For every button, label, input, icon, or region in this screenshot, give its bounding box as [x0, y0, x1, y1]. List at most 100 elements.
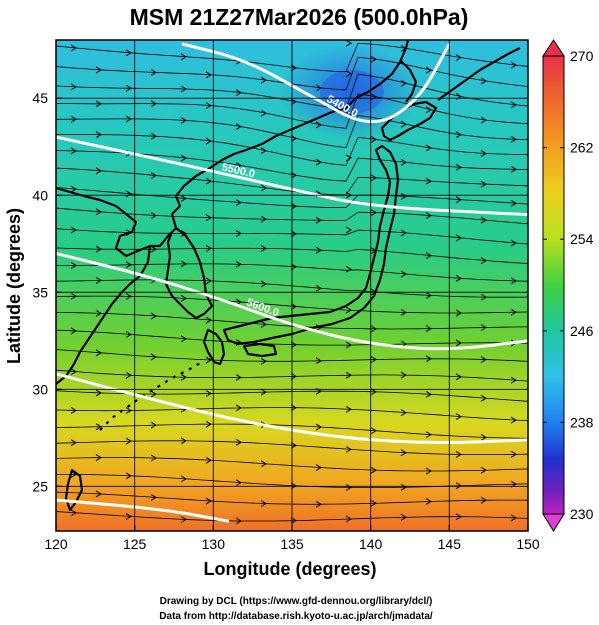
streamline-arrow — [480, 356, 487, 363]
y-axis-label: Latitude (degrees) — [4, 208, 24, 364]
streamline-arrow — [345, 154, 352, 162]
streamline-arrow — [260, 460, 267, 468]
streamline-arrow — [290, 202, 297, 210]
streamline-arrow — [290, 263, 297, 271]
streamline-arrow — [425, 498, 432, 505]
streamline-arrow — [345, 70, 352, 78]
streamline-arrow — [370, 93, 377, 101]
credit-drawing: Drawing by DCL (https://www.gfd-dennou.o… — [160, 596, 433, 607]
streamline-arrow — [95, 277, 102, 284]
streamline-arrow — [370, 209, 377, 217]
streamline-arrow — [315, 216, 322, 224]
streamline-arrow — [125, 512, 132, 520]
streamline-arrow — [205, 316, 212, 324]
streamline-arrow — [95, 66, 102, 74]
streamline-arrow — [70, 292, 77, 300]
x-tick-label: 150 — [516, 536, 540, 552]
streamline-arrow — [290, 372, 297, 380]
streamline-arrow — [315, 324, 322, 332]
coastline-honshu — [222, 144, 400, 346]
streamline-arrow — [180, 335, 187, 343]
streamline-arrow — [510, 239, 517, 247]
y-tick-label: 40 — [32, 187, 48, 203]
y-tick-label: 45 — [32, 90, 48, 106]
streamline-arrow — [345, 515, 352, 523]
colorbar-body — [542, 55, 565, 515]
streamline-arrow — [235, 438, 242, 446]
streamline-arrow — [205, 277, 212, 285]
streamline-arrow — [370, 466, 377, 474]
streamline-arrow — [180, 195, 187, 202]
streamline-arrow — [260, 357, 267, 365]
streamline-arrow — [290, 517, 297, 525]
streamline-arrow — [235, 404, 242, 412]
streamline-arrow — [150, 132, 157, 140]
streamline-arrow — [400, 270, 407, 278]
streamline-arrow — [260, 76, 267, 84]
streamline-arrow — [95, 309, 102, 317]
credit-data: Data from http://database.rish.kyoto-u.a… — [159, 611, 433, 622]
streamline-arrow — [480, 394, 487, 402]
streamline-arrow — [315, 158, 322, 166]
streamline-arrow — [480, 116, 487, 124]
streamline-arrow — [95, 454, 102, 462]
streamline-arrow — [510, 308, 517, 316]
streamline-arrow — [125, 84, 132, 92]
streamline-arrow — [290, 482, 297, 490]
streamline-arrow — [180, 437, 187, 445]
streamline-arrow — [290, 303, 297, 310]
streamline-arrow — [316, 532, 321, 538]
streamline-arrow — [536, 435, 541, 441]
streamline-arrow — [455, 373, 462, 381]
streamline-arrow — [510, 514, 517, 522]
streamline-arrow — [315, 423, 322, 431]
streamline-arrow — [235, 479, 242, 487]
x-tick-label: 135 — [280, 536, 304, 552]
streamline-arrow — [370, 325, 377, 333]
streamline-arrow — [290, 98, 297, 106]
streamline-arrow — [205, 71, 212, 79]
streamline-arrow — [150, 212, 157, 219]
streamline-arrow — [95, 167, 102, 175]
streamline-arrow — [455, 309, 462, 317]
streamline-arrow — [400, 158, 407, 166]
streamline-arrow — [536, 85, 541, 91]
chart-title: MSM 21Z27Mar2026 (500.0hPa) — [130, 4, 469, 30]
streamline-arrow — [315, 357, 322, 365]
streamline-arrow — [480, 77, 487, 85]
streamline-arrow — [345, 306, 352, 314]
streamline-arrow — [510, 101, 517, 109]
streamline-arrow — [345, 265, 352, 273]
streamline-arrow — [205, 137, 212, 145]
streamline-arrow — [125, 292, 132, 300]
streamline-arrow — [70, 44, 77, 52]
streamline-arrow — [315, 500, 322, 508]
streamline-arrow — [536, 324, 541, 330]
streamline-arrow — [180, 294, 187, 302]
streamline-arrow — [480, 324, 487, 331]
streamline-arrow — [125, 49, 132, 57]
streamline-arrow — [510, 135, 517, 143]
streamline-arrow — [510, 450, 517, 458]
streamline-arrow — [150, 100, 157, 108]
streamline-arrow — [400, 120, 407, 128]
streamline-arrow — [480, 150, 487, 157]
streamline-arrow — [536, 152, 541, 158]
height-contour-line — [56, 498, 230, 523]
height-contour-line — [56, 252, 528, 351]
streamline-arrow — [455, 274, 462, 282]
streamline-arrow — [235, 374, 242, 381]
streamline-arrow — [425, 66, 432, 74]
streamline-arrow — [180, 117, 187, 124]
streamline-arrow — [315, 84, 322, 92]
streamline-arrow — [536, 497, 541, 503]
streamline-arrow — [370, 174, 377, 182]
streamline-arrow — [345, 371, 352, 379]
streamline-arrow — [150, 312, 157, 320]
streamline-arrow — [205, 102, 212, 109]
streamline-arrow — [370, 499, 377, 507]
streamline-arrow — [536, 399, 541, 405]
streamline-arrow — [70, 327, 77, 335]
streamline-arrow — [480, 180, 487, 188]
streamline-arrow — [150, 454, 157, 462]
